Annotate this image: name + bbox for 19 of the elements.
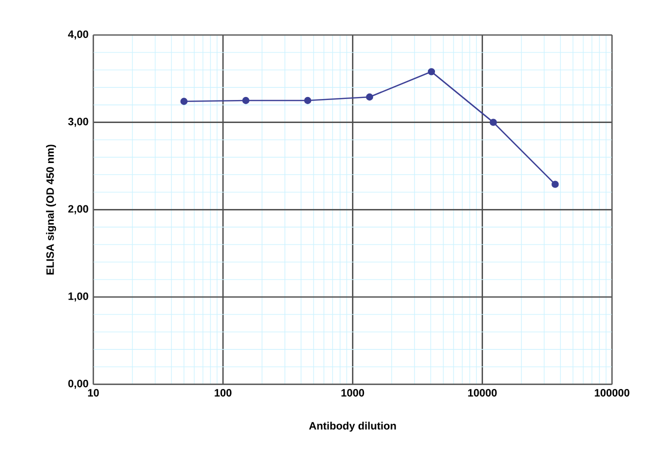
x-tick-label: 100 xyxy=(214,389,232,397)
x-tick-label: 10 xyxy=(88,389,99,397)
y-tick-label: 1,00 xyxy=(68,292,88,302)
point xyxy=(242,96,250,104)
x-axis-title: Antibody dilution xyxy=(309,422,396,432)
y-tick-label: 4,00 xyxy=(68,30,88,40)
point xyxy=(428,68,436,76)
y-tick-label: 0,00 xyxy=(68,380,88,389)
y-tick-label: 3,00 xyxy=(68,118,88,127)
x-tick-label: 10000 xyxy=(468,389,497,397)
y-tick-label: 2,00 xyxy=(68,205,88,214)
x-tick-label: 1000 xyxy=(341,389,364,397)
point xyxy=(304,96,312,104)
x-tick-label: 100000 xyxy=(594,389,630,397)
point xyxy=(180,98,188,105)
point xyxy=(552,180,559,188)
point xyxy=(366,93,374,101)
point xyxy=(490,118,497,126)
y-axis-title: ELISA signal (OD 450 nm) xyxy=(46,144,56,274)
